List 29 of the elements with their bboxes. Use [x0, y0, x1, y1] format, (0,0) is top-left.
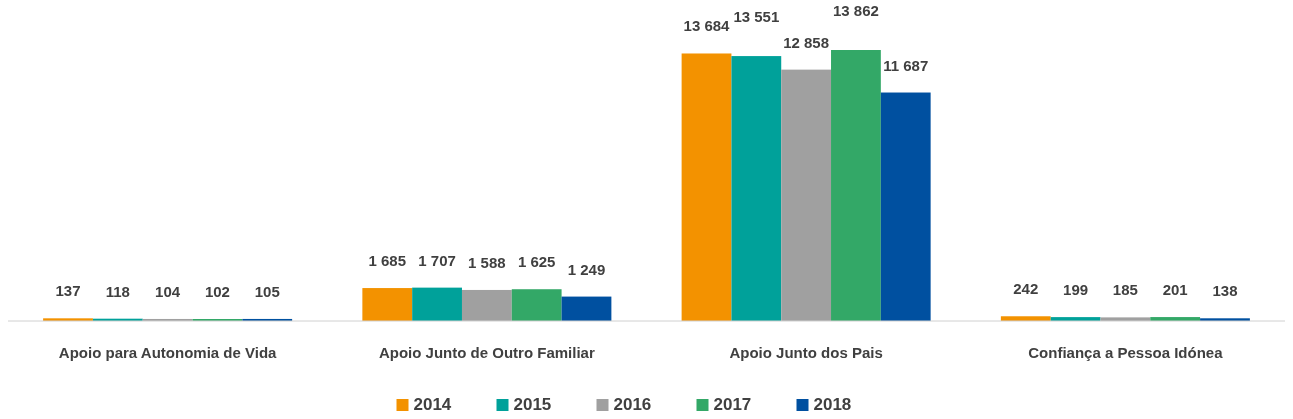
legend-label: 2018: [813, 395, 852, 414]
data-label: 105: [254, 282, 280, 300]
data-label: 12 858: [783, 33, 830, 51]
legend-label: 2014: [413, 395, 452, 414]
data-label: 137: [55, 282, 81, 300]
legend-label: 2017: [713, 395, 752, 414]
data-label: 13 862: [832, 2, 879, 19]
data-label: 13 551: [733, 8, 780, 26]
data-label: 199: [1063, 281, 1089, 299]
x-tick-label: Apoio para Autonomia de Vida: [58, 344, 278, 361]
data-label: 138: [1212, 282, 1238, 300]
data-label: 185: [1112, 281, 1138, 299]
data-label: 13 684: [683, 17, 731, 35]
data-label: 242: [1013, 280, 1039, 298]
x-tick-label: Apoio Junto de Outro Familiar: [378, 344, 595, 361]
data-label: 1 588: [468, 253, 506, 271]
x-tick-label: Confiança a Pessoa Idónea: [1028, 344, 1224, 361]
data-label: 1 685: [368, 252, 407, 270]
data-label: 1 249: [567, 260, 606, 278]
legend-label: 2015: [513, 395, 552, 414]
data-label: 1 625: [517, 253, 556, 271]
data-label: 11 687: [883, 56, 929, 74]
data-label: 102: [204, 283, 230, 301]
legend-label: 2016: [613, 395, 652, 414]
data-label: 201: [1162, 281, 1188, 299]
x-tick-label: Apoio Junto dos Pais: [729, 344, 883, 361]
data-label: 1 707: [418, 251, 456, 269]
data-label: 104: [155, 282, 181, 300]
data-label: 118: [105, 282, 130, 300]
